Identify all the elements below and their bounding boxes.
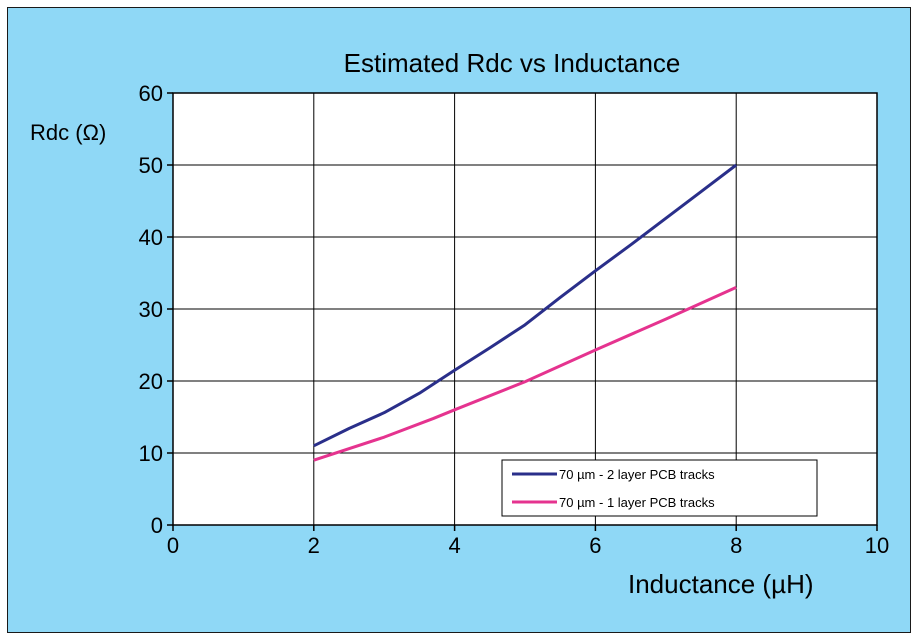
chart-frame: Estimated Rdc vs Inductance 0 2 4 6 8 10 0 10 20… xyxy=(7,7,911,633)
x-axis-label: Inductance (µH) xyxy=(628,569,814,599)
series-line-2 xyxy=(313,286,737,462)
y-tick-label: 30 xyxy=(139,297,163,322)
y-axis-label: Rdc (Ω) xyxy=(30,120,106,145)
y-tick-label: 0 xyxy=(151,513,163,538)
x-tick-label: 6 xyxy=(589,533,601,558)
legend-label-2: 70 µm - 1 layer PCB tracks xyxy=(559,495,715,510)
x-tick-label: 4 xyxy=(448,533,460,558)
y-tick-label: 50 xyxy=(139,153,163,178)
line-chart: Estimated Rdc vs Inductance 0 2 4 6 8 10 0 10 20… xyxy=(30,48,889,599)
legend-box xyxy=(501,459,818,517)
y-tick-label: 20 xyxy=(139,369,163,394)
y-tick-label: 40 xyxy=(139,225,163,250)
series-line-1 xyxy=(313,163,738,448)
y-tick-label: 10 xyxy=(139,441,163,466)
legend-label-1: 70 µm - 2 layer PCB tracks xyxy=(559,467,715,482)
x-tick-label: 2 xyxy=(308,533,320,558)
x-tick-label: 8 xyxy=(730,533,742,558)
x-tick-label: 10 xyxy=(865,533,889,558)
x-tick-label: 0 xyxy=(167,533,179,558)
y-tick-label: 60 xyxy=(139,81,163,106)
chart-title: Estimated Rdc vs Inductance xyxy=(344,48,681,78)
